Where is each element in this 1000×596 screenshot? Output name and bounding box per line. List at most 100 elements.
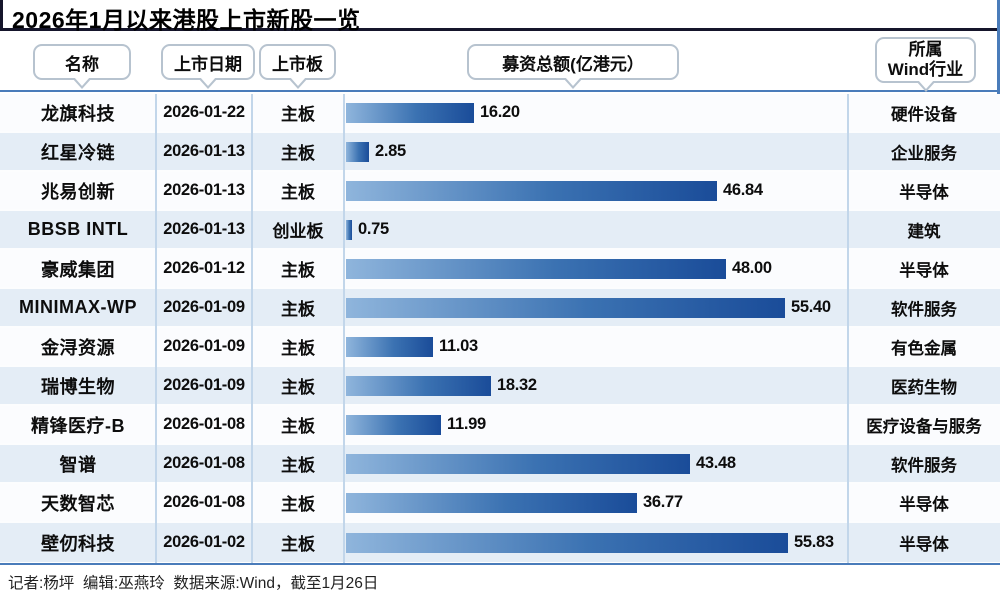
column-header-band: 名称 上市日期 上市板 募资总额(亿港元） 所属 Wind行业 (0, 34, 1000, 92)
listing-board: 主板 (281, 300, 315, 319)
fundraising-bar (346, 180, 717, 201)
listing-date: 2026-01-12 (163, 259, 245, 277)
title-left-edge-mark (0, 0, 3, 31)
listing-date: 2026-01-08 (163, 415, 245, 433)
fundraising-value-label: 11.03 (439, 337, 478, 355)
company-name: 龙旗科技 (41, 103, 115, 124)
fundraising-bar-cell: 43.48 (344, 445, 848, 482)
column-header-fundraising-total-label: 募资总额(亿港元） (502, 54, 644, 74)
page-title: 2026年1月以来港股上市新股一览 (12, 7, 361, 33)
table-row: BBSB INTL 2026-01-13 创业板 0.75 建筑 (0, 211, 1000, 250)
column-header-listing-board: 上市板 (259, 44, 336, 80)
listing-date: 2026-01-02 (163, 533, 245, 551)
fundraising-bar (346, 102, 474, 123)
listing-date: 2026-01-13 (163, 220, 245, 238)
company-name: 壁仞科技 (41, 533, 115, 554)
table-row: 金浔资源 2026-01-09 主板 11.03 有色金属 (0, 328, 1000, 367)
column-header-wind-industry-line1: 所属 (908, 40, 943, 59)
listing-board: 主板 (281, 378, 315, 397)
column-header-listing-date-label: 上市日期 (174, 54, 242, 74)
fundraising-value-label: 18.32 (497, 376, 537, 394)
table-row: 瑞博生物 2026-01-09 主板 18.32 医药生物 (0, 367, 1000, 406)
listing-board: 主板 (281, 535, 315, 554)
fundraising-value-label: 2.85 (375, 142, 406, 160)
fundraising-bar (346, 414, 441, 435)
listing-date: 2026-01-09 (163, 298, 245, 316)
wind-industry: 软件服务 (891, 300, 957, 319)
listing-board: 创业板 (272, 222, 324, 241)
listing-date: 2026-01-13 (163, 181, 245, 199)
fundraising-value-label: 0.75 (358, 220, 389, 238)
company-name: MINIMAX-WP (19, 297, 137, 317)
column-divider (847, 94, 849, 563)
column-header-wind-industry: 所属 Wind行业 (875, 37, 976, 83)
fundraising-bar (346, 453, 690, 474)
column-header-listing-board-label: 上市板 (272, 54, 323, 74)
fundraising-bar-cell: 48.00 (344, 250, 848, 287)
fundraising-bar-cell: 55.83 (344, 523, 848, 562)
listing-date: 2026-01-13 (163, 142, 245, 160)
title-bar: 2026年1月以来港股上市新股一览 (0, 0, 1000, 33)
company-name: 智谱 (59, 454, 97, 475)
table-row: MINIMAX-WP 2026-01-09 主板 55.40 软件服务 (0, 289, 1000, 328)
company-name: 精锋医疗-B (31, 415, 125, 436)
fundraising-bar (346, 336, 433, 357)
column-divider (155, 94, 157, 563)
fundraising-bar-cell: 0.75 (344, 211, 848, 248)
wind-industry: 半导体 (899, 535, 949, 554)
company-name: 瑞博生物 (41, 376, 115, 397)
wind-industry: 建筑 (907, 222, 941, 241)
fundraising-value-label: 11.99 (447, 415, 486, 433)
wind-industry: 硬件设备 (891, 105, 957, 124)
listing-date: 2026-01-08 (163, 493, 245, 511)
listing-board: 主板 (281, 495, 315, 514)
fundraising-bar-cell: 46.84 (344, 172, 848, 209)
wind-industry: 医疗设备与服务 (866, 417, 982, 436)
listing-date: 2026-01-08 (163, 454, 245, 472)
company-name: 红星冷链 (41, 142, 115, 163)
listing-date: 2026-01-09 (163, 337, 245, 355)
company-name: 豪威集团 (41, 259, 115, 280)
fundraising-bar-cell: 11.03 (344, 328, 848, 365)
listing-date: 2026-01-22 (163, 103, 245, 121)
fundraising-bar (346, 297, 785, 318)
fundraising-value-label: 16.20 (480, 103, 520, 121)
table-bottom-rule (0, 563, 1000, 565)
column-header-name: 名称 (33, 44, 131, 80)
fundraising-bar (346, 375, 491, 396)
company-name: BBSB INTL (27, 219, 129, 239)
column-header-name-label: 名称 (65, 54, 99, 74)
fundraising-value-label: 48.00 (732, 259, 772, 277)
fundraising-bar-cell: 2.85 (344, 133, 848, 170)
listing-board: 主板 (281, 417, 315, 436)
listing-date: 2026-01-09 (163, 376, 245, 394)
fundraising-bar (346, 492, 637, 513)
wind-industry: 半导体 (899, 183, 949, 202)
fundraising-bar-cell: 16.20 (344, 94, 848, 131)
fundraising-bar (346, 258, 726, 279)
header-right-edge-mark (997, 0, 1000, 95)
fundraising-bar-cell: 18.32 (344, 367, 848, 404)
listing-board: 主板 (281, 105, 315, 124)
table-row: 兆易创新 2026-01-13 主板 46.84 半导体 (0, 172, 1000, 211)
fundraising-value-label: 43.48 (696, 454, 736, 472)
fundraising-bar-cell: 36.77 (344, 484, 848, 521)
wind-industry: 半导体 (899, 261, 949, 280)
ipo-table: 龙旗科技 2026-01-22 主板 16.20 硬件设备 红星冷链 2026-… (0, 94, 1000, 563)
fundraising-bar-cell: 11.99 (344, 406, 848, 443)
fundraising-value-label: 36.77 (643, 493, 683, 511)
fundraising-value-label: 55.40 (791, 298, 831, 316)
listing-board: 主板 (281, 261, 315, 280)
table-row: 红星冷链 2026-01-13 主板 2.85 企业服务 (0, 133, 1000, 172)
wind-industry: 医药生物 (891, 378, 957, 397)
column-header-fundraising-total: 募资总额(亿港元） (467, 44, 679, 80)
wind-industry: 软件服务 (891, 456, 957, 475)
fundraising-value-label: 55.83 (794, 533, 834, 551)
wind-industry: 企业服务 (891, 144, 957, 163)
listing-board: 主板 (281, 339, 315, 358)
credits-footer: 记者:杨坪 编辑:巫燕玲 数据来源:Wind，截至1月26日 (8, 575, 379, 592)
company-name: 兆易创新 (41, 181, 115, 202)
column-divider (343, 94, 345, 563)
fundraising-bar (346, 532, 788, 553)
